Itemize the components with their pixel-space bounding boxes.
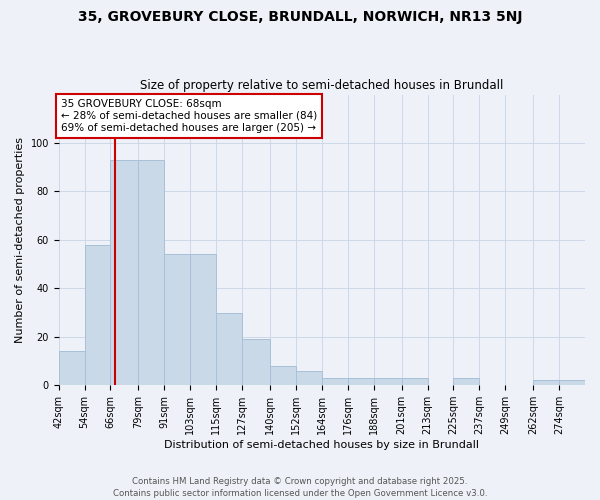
Bar — [401, 378, 428, 385]
Title: Size of property relative to semi-detached houses in Brundall: Size of property relative to semi-detach… — [140, 79, 503, 92]
Bar — [454, 378, 479, 385]
Text: 35, GROVEBURY CLOSE, BRUNDALL, NORWICH, NR13 5NJ: 35, GROVEBURY CLOSE, BRUNDALL, NORWICH, … — [78, 10, 522, 24]
Bar — [216, 312, 242, 385]
Text: Contains HM Land Registry data © Crown copyright and database right 2025.
Contai: Contains HM Land Registry data © Crown c… — [113, 476, 487, 498]
Bar — [59, 352, 85, 385]
X-axis label: Distribution of semi-detached houses by size in Brundall: Distribution of semi-detached houses by … — [164, 440, 479, 450]
Bar — [242, 339, 270, 385]
Bar — [533, 380, 559, 385]
Bar — [374, 378, 401, 385]
Y-axis label: Number of semi-detached properties: Number of semi-detached properties — [15, 137, 25, 343]
Bar — [322, 378, 348, 385]
Bar — [190, 254, 216, 385]
Text: 35 GROVEBURY CLOSE: 68sqm
← 28% of semi-detached houses are smaller (84)
69% of : 35 GROVEBURY CLOSE: 68sqm ← 28% of semi-… — [61, 100, 317, 132]
Bar — [348, 378, 374, 385]
Bar — [110, 160, 139, 385]
Bar — [139, 160, 164, 385]
Bar — [85, 244, 110, 385]
Bar — [164, 254, 190, 385]
Bar — [296, 370, 322, 385]
Bar — [559, 380, 585, 385]
Bar — [270, 366, 296, 385]
